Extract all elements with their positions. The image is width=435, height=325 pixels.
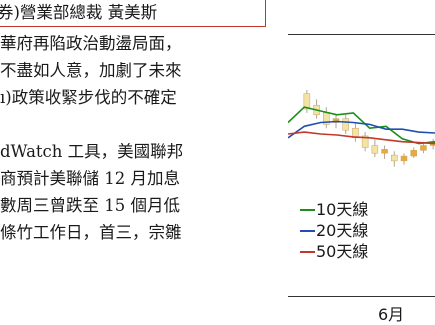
chart-panel: 10天線 20天線 50天線 6月 [288, 0, 435, 325]
candle-body [420, 145, 427, 151]
chart-legend: 10天線 20天線 50天線 [300, 199, 368, 262]
candle-body [342, 118, 349, 131]
legend-item-50: 50天線 [300, 241, 368, 262]
candle-body [391, 154, 398, 162]
candle-body [371, 145, 379, 154]
legend-label: 50天線 [316, 242, 369, 261]
candle-body [400, 155, 408, 162]
candle-body [303, 93, 311, 110]
candle-body [381, 149, 388, 154]
chart-top-rule [288, 34, 435, 35]
article-line: 不盡如人意，加劇了未來 [0, 61, 182, 80]
article-line: 數周三曾跌至 15 個月低 [0, 196, 180, 215]
legend-item-20: 20天線 [300, 220, 368, 241]
byline-box: 券)營業部總裁 黃美斯 [0, 0, 266, 27]
article-line: 華府再陷政治動盪局面， [0, 34, 182, 53]
legend-swatch [300, 250, 315, 253]
candle-body [361, 135, 369, 148]
legend-item-10: 10天線 [300, 199, 368, 220]
candle-body [352, 127, 359, 139]
article-body: 華府再陷政治動盪局面， 不盡如人意，加劇了未來 ı)政策收緊步伐的不確定 dWa… [0, 30, 268, 246]
legend-label: 20天線 [316, 221, 369, 240]
legend-swatch [300, 229, 315, 232]
x-tick-label: 6月 [378, 305, 405, 324]
article-line: 條竹工作日，首三，宗雛 [0, 223, 182, 242]
candle-body [332, 118, 340, 123]
legend-label: 10天線 [316, 200, 369, 219]
price-chart [288, 89, 435, 167]
article-line: ı)政策收緊步伐的不確定 [0, 88, 177, 107]
chart-bottom-rule [288, 296, 435, 297]
legend-swatch [300, 208, 315, 211]
series-line-1 [288, 120, 435, 139]
candle-body [410, 150, 417, 157]
series-line-2 [288, 131, 435, 145]
byline-text: 券)營業部總裁 黃美斯 [0, 3, 158, 22]
article-line: 商預計美聯儲 12 月加息 [0, 169, 180, 188]
series-line-0 [288, 106, 435, 145]
article-line: dWatch 工具，美國聯邦 [0, 142, 184, 161]
